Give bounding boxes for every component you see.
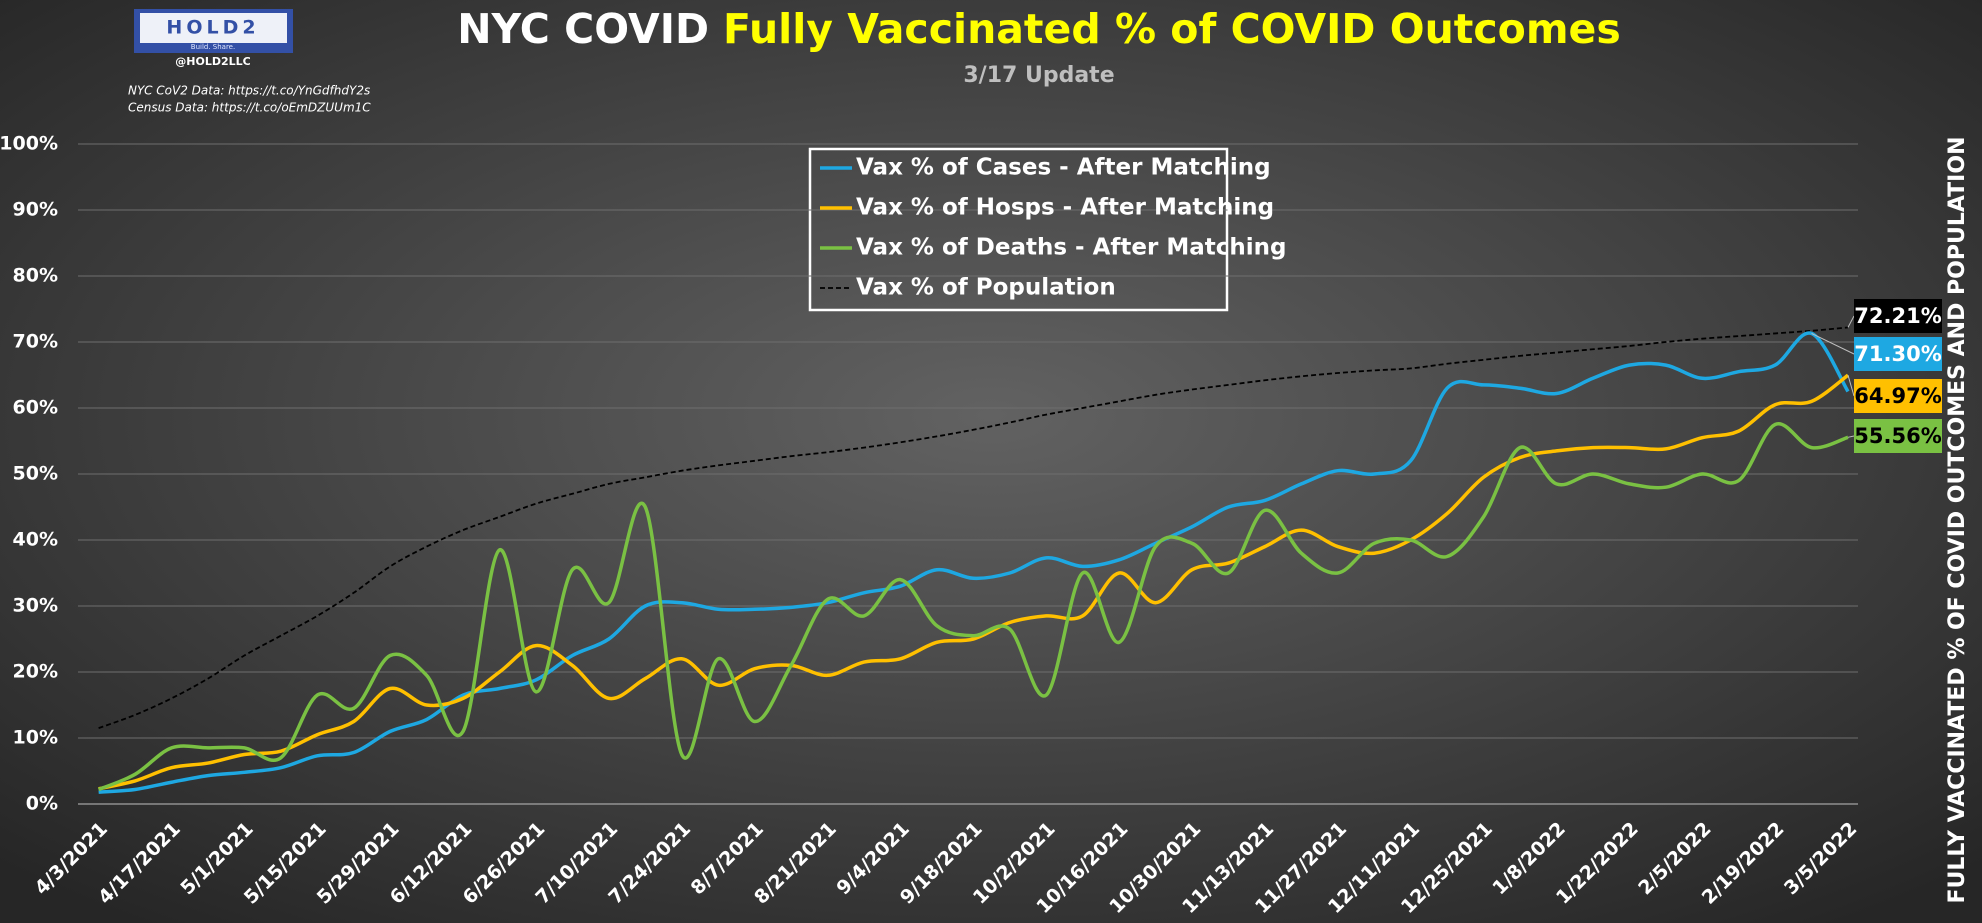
- y-tick-label: 70%: [13, 331, 58, 353]
- legend-label: Vax % of Population: [856, 275, 1116, 301]
- chart-title: NYC COVID Fully Vaccinated % of COVID Out…: [457, 5, 1621, 53]
- source-note: NYC CoV2 Data: https://t.co/YnGdfhdY2s: [128, 84, 370, 98]
- title-part: NYC COVID: [457, 5, 709, 53]
- series-line: [97, 422, 1849, 792]
- y-tick-label: 0%: [26, 793, 58, 815]
- y-tick-label: 90%: [13, 199, 58, 221]
- logo-name: HOLD2: [166, 17, 259, 39]
- value-label-box: [1854, 337, 1942, 371]
- label-connector: [1811, 332, 1855, 355]
- y-tick-label: 20%: [13, 661, 58, 683]
- label-connector: [1847, 375, 1855, 397]
- legend-label: Vax % of Deaths - After Matching: [856, 235, 1287, 261]
- legend-label: Vax % of Cases - After Matching: [856, 155, 1271, 181]
- series-line: [98, 331, 1850, 794]
- value-label-box: [1854, 299, 1942, 333]
- chart-subtitle: 3/17 Update: [963, 63, 1114, 88]
- source-note: Census Data: https://t.co/oEmDZUUm1C: [128, 101, 371, 115]
- legend-frame: [808, 147, 1229, 312]
- legend-label: Vax % of Hosps - After Matching: [856, 195, 1274, 221]
- y-tick-label: 40%: [13, 529, 58, 551]
- y-tick-label: 80%: [13, 265, 58, 287]
- y-tick-label: 30%: [13, 595, 58, 617]
- label-connector: [1847, 435, 1855, 438]
- title-part: Fully Vaccinated % of COVID Outcomes: [723, 5, 1621, 53]
- series-line: [98, 373, 1850, 791]
- y-axis-label: FULLY VACCINATED % OF COVID OUTCOMES AND…: [1945, 137, 1970, 904]
- value-label: 71.30%: [1854, 342, 1941, 366]
- series-line: [98, 326, 1849, 729]
- value-label-box: [1854, 379, 1942, 413]
- y-tick-label: 50%: [13, 463, 58, 485]
- logo-tagline: Build. Share.: [191, 43, 235, 51]
- y-tick-label: 60%: [13, 397, 58, 419]
- logo-handle: @HOLD2LLC: [175, 55, 250, 68]
- value-label: 64.97%: [1854, 384, 1941, 408]
- label-connector: [1847, 315, 1855, 328]
- y-tick-label: 100%: [0, 133, 58, 155]
- y-tick-label: 10%: [13, 727, 58, 749]
- value-label-box: [1854, 419, 1942, 453]
- value-label: 72.21%: [1854, 304, 1941, 328]
- value-label: 55.56%: [1854, 424, 1941, 448]
- logo-inner: [140, 13, 287, 43]
